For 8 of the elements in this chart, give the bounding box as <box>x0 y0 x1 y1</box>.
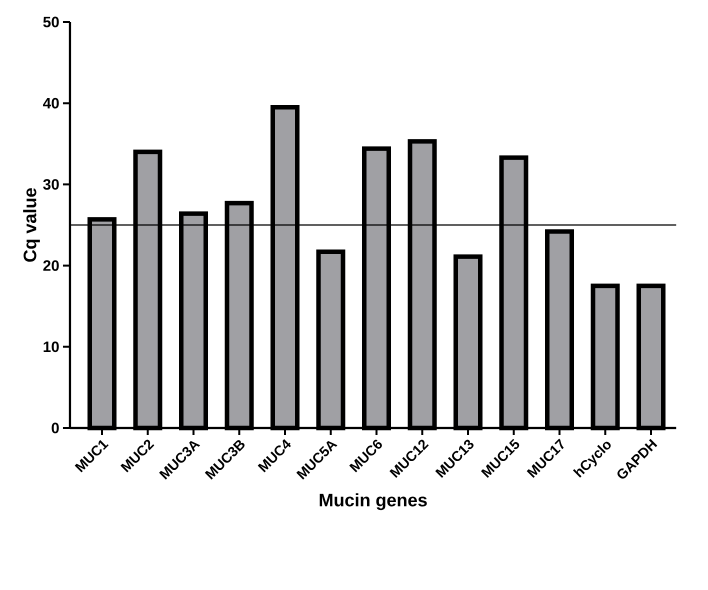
y-tick-label: 10 <box>44 341 59 352</box>
y-tick-label: 30 <box>43 179 59 190</box>
y-tick-label: 0 <box>52 422 59 434</box>
x-axis-title: Mucin genes <box>320 493 427 510</box>
y-axis-title: Cq value <box>23 188 40 262</box>
y-tick-label: 20 <box>43 260 59 271</box>
y-tick-label: 40 <box>42 98 59 109</box>
y-tick-label: 50 <box>43 16 59 28</box>
